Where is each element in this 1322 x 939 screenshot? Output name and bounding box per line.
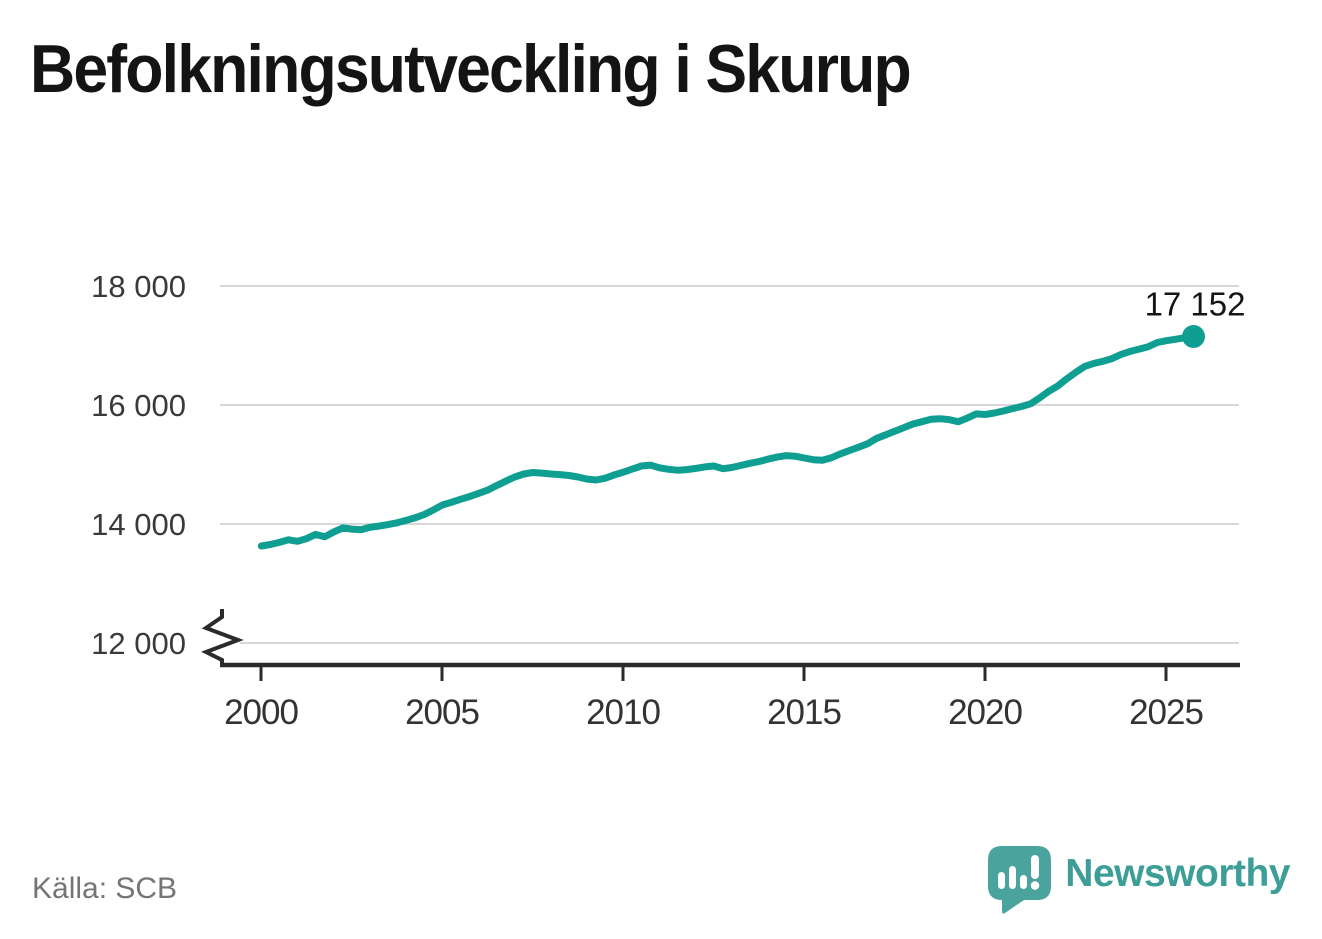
source-label: Källa: SCB: [32, 872, 178, 905]
y-tick-label: 18 000: [91, 269, 186, 304]
x-tick-label: 2005: [405, 693, 479, 732]
chart-title: Befolkningsutveckling i Skurup: [30, 31, 912, 107]
newsworthy-logo: Newsworthy: [988, 846, 1290, 914]
newsworthy-logo-text: Newsworthy: [1065, 851, 1290, 895]
speech-bubble-shape: [988, 846, 1052, 914]
x-tick-label: 2000: [224, 693, 298, 732]
x-axis-labels: 2000 2005 2010 2015 2020 2025: [224, 693, 1204, 732]
y-tick-label: 16 000: [91, 388, 186, 423]
x-tick-label: 2010: [586, 693, 660, 732]
end-value-label: 17 152: [1145, 286, 1246, 323]
y-tick-label: 14 000: [91, 507, 186, 542]
end-point-marker: [1182, 325, 1205, 348]
y-tick-label: 12 000: [91, 626, 186, 661]
y-axis-break-icon: [201, 609, 244, 665]
newsworthy-logo-icon: [988, 846, 1052, 914]
x-tick-label: 2020: [948, 693, 1022, 732]
y-axis-labels: 18 000 16 000 14 000 12 000: [91, 269, 186, 661]
x-tick-label: 2025: [1129, 693, 1203, 732]
chart-bars-icon: [998, 855, 1040, 890]
x-tick-label: 2015: [767, 693, 841, 732]
x-axis: [220, 662, 1240, 681]
population-line: [257, 333, 1197, 550]
